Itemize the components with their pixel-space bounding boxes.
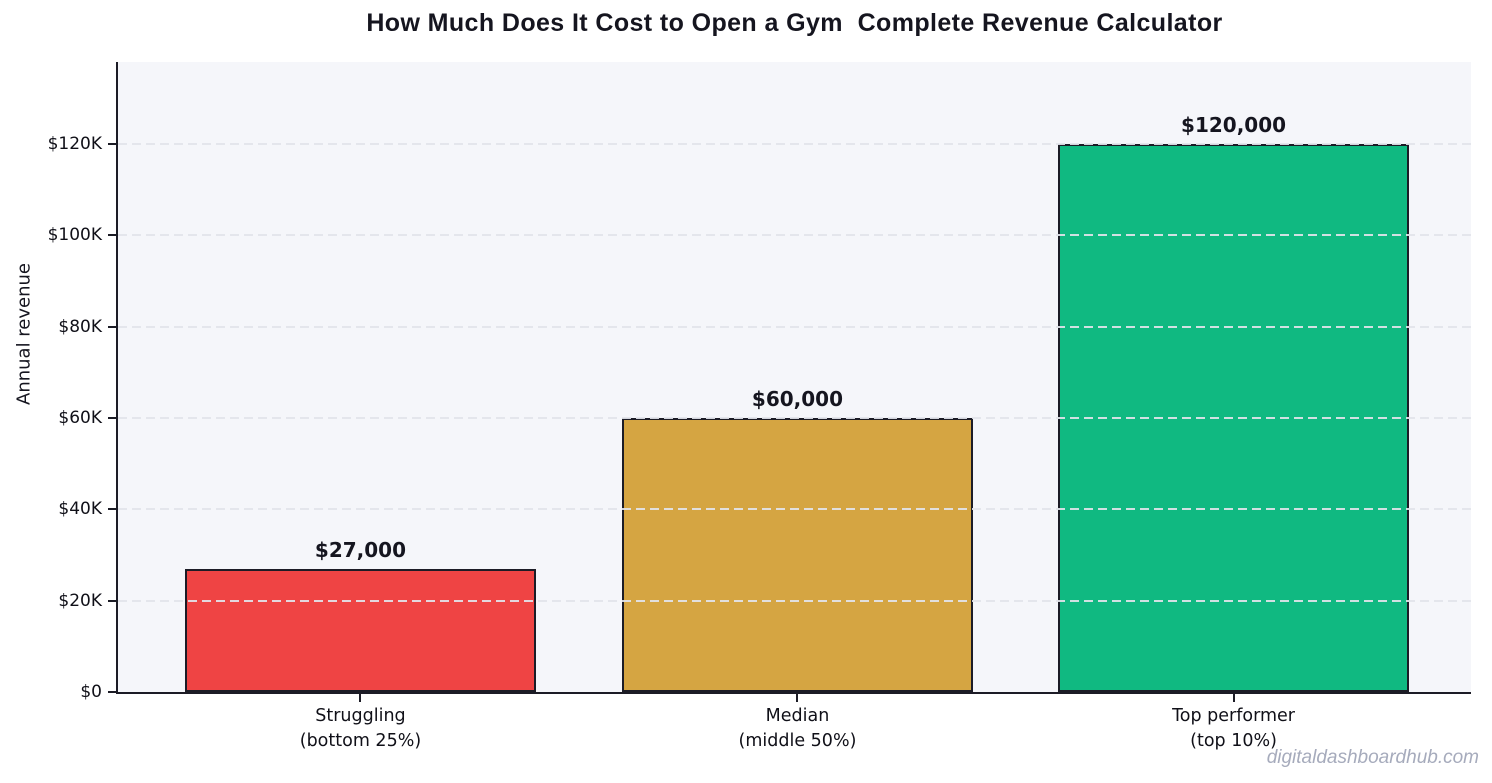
y-tick-label-$0: $0	[80, 682, 102, 702]
y-tick-label-$40K: $40K	[58, 499, 102, 520]
y-axis-tick-$40K	[108, 508, 116, 511]
category-qualifier: (middle 50%)	[738, 730, 857, 751]
category-name: Median	[765, 706, 830, 726]
chart-title: How Much Does It Cost to Open a Gym Comp…	[366, 9, 1223, 37]
y-tick-label-$120K: $120K	[47, 134, 102, 155]
x-tick-label: Struggling (bottom 25%)	[300, 704, 421, 753]
category-name: Struggling	[315, 706, 406, 726]
bar-value-label: $120,000	[1181, 113, 1287, 138]
plot-area: $27,000 $60,000 $120,000	[108, 62, 1471, 702]
bar-top-performer	[1058, 144, 1410, 692]
y-axis-tick-$0	[108, 691, 116, 693]
x-tick-label: Top performer (top 10%)	[1172, 704, 1295, 753]
category-qualifier: (top 10%)	[1190, 730, 1277, 751]
watermark: digitaldashboardhub.com	[1266, 747, 1479, 768]
y-tick-label-$60K: $60K	[58, 408, 102, 429]
x-axis-tick	[1232, 694, 1235, 702]
y-axis-tick-$60K	[108, 417, 116, 420]
bar-struggling	[184, 568, 536, 692]
category-qualifier: (bottom 25%)	[299, 730, 422, 751]
y-tick-label-$80K: $80K	[58, 316, 102, 337]
bar-value-label: $60,000	[751, 387, 844, 412]
x-axis-tick	[796, 694, 799, 702]
y-axis-tick-$120K	[108, 143, 116, 146]
bar-median	[621, 418, 973, 692]
y-tick-label-$100K: $100K	[47, 225, 102, 246]
category-name: Top performer	[1172, 706, 1296, 726]
y-axis-tick-$100K	[108, 234, 116, 237]
y-axis-tick-$20K	[108, 599, 116, 602]
y-tick-label-$20K: $20K	[58, 590, 102, 611]
y-axis-tick-$80K	[108, 325, 116, 328]
bar-value-label: $27,000	[314, 537, 406, 562]
x-axis-tick	[359, 694, 362, 702]
x-tick-label: Median (middle 50%)	[739, 704, 857, 753]
